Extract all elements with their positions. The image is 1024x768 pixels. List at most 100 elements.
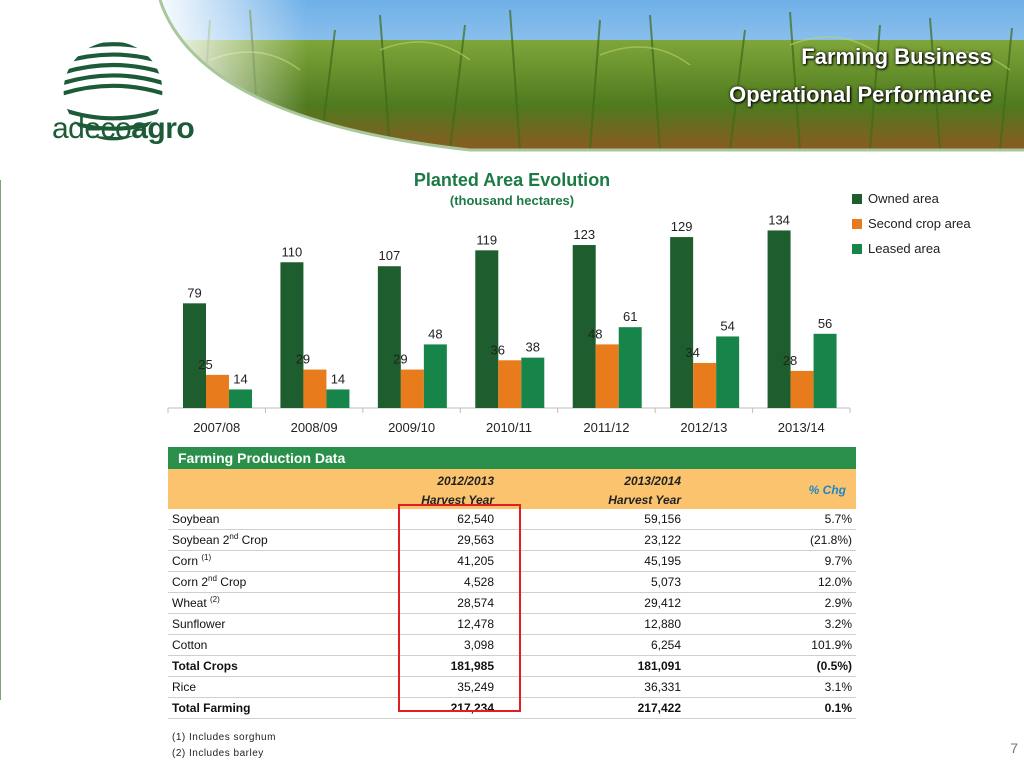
bar-value-label: 48 bbox=[588, 326, 602, 341]
bar bbox=[229, 389, 252, 408]
bar-value-label: 110 bbox=[282, 244, 303, 259]
slide-title-line2: Operational Performance bbox=[729, 82, 992, 107]
legend-label: Second crop area bbox=[868, 216, 971, 231]
slide-title-line1: Farming Business bbox=[801, 44, 992, 69]
bar-value-label: 129 bbox=[671, 219, 693, 234]
row-value-2012-2013: 3,098 bbox=[463, 638, 494, 652]
row-name-superscript: nd bbox=[208, 574, 217, 583]
row-name: Corn 2nd Crop bbox=[172, 572, 246, 593]
bar bbox=[767, 230, 791, 408]
row-pct-change: 0.1% bbox=[824, 701, 852, 715]
row-value-2013-2014: 217,422 bbox=[637, 701, 681, 715]
row-value-2012-2013: 4,528 bbox=[463, 575, 494, 589]
bar bbox=[716, 336, 740, 408]
bar bbox=[521, 357, 545, 408]
footnote-sorghum: (1) Includes sorghum bbox=[172, 732, 276, 743]
banner-background bbox=[0, 0, 1024, 200]
row-value-2012-2013: 28,574 bbox=[457, 596, 494, 610]
page-number: 7 bbox=[1010, 740, 1018, 756]
x-tick-label: 2008/09 bbox=[291, 420, 338, 435]
row-name: Total Crops bbox=[172, 656, 238, 677]
chart-title: Planted Area Evolution bbox=[413, 170, 611, 190]
row-pct-change: 3.2% bbox=[824, 617, 852, 631]
row-name-text: Soybean 2 bbox=[172, 533, 230, 547]
row-value-2012-2013: 29,563 bbox=[457, 533, 494, 547]
legend-item-leased: Leased area bbox=[852, 236, 971, 261]
row-name: Soybean bbox=[172, 509, 219, 530]
x-tick-label: 2011/12 bbox=[583, 420, 629, 435]
row-value-2013-2014: 29,412 bbox=[644, 596, 681, 610]
chart-legend: Owned area Second crop area Leased area bbox=[852, 186, 971, 261]
bar-value-label: 134 bbox=[768, 212, 790, 227]
bar-value-label: 119 bbox=[476, 232, 497, 247]
row-pct-change: (0.5%) bbox=[816, 659, 852, 673]
row-value-2013-2014: 12,880 bbox=[644, 617, 681, 631]
legend-label: Owned area bbox=[868, 191, 939, 206]
header-col1-label: Harvest Year bbox=[421, 493, 494, 507]
table-row: Soybean 2nd Crop 29,563 23,122 (21.8%) bbox=[168, 530, 856, 551]
row-pct-change: 3.1% bbox=[824, 680, 852, 694]
row-pct-change: 9.7% bbox=[824, 554, 852, 568]
header-banner: adecoagro Farming Business Operational P… bbox=[0, 0, 1024, 200]
bar bbox=[280, 262, 304, 408]
bar-value-label: 36 bbox=[491, 342, 505, 357]
bar bbox=[693, 362, 717, 408]
bar bbox=[377, 266, 401, 408]
row-name-superscript: (2) bbox=[210, 595, 220, 604]
bar bbox=[303, 369, 327, 408]
bar-value-label: 48 bbox=[428, 326, 442, 341]
bar bbox=[206, 374, 229, 408]
bar-value-label: 14 bbox=[233, 371, 247, 386]
highlight-box bbox=[398, 504, 521, 712]
bar-value-label: 56 bbox=[818, 316, 832, 331]
bar bbox=[475, 250, 499, 408]
row-name-text: Soybean bbox=[172, 512, 220, 526]
adecoagro-logo-icon bbox=[63, 42, 163, 141]
bar-value-label: 54 bbox=[720, 318, 734, 333]
row-pct-change: 12.0% bbox=[817, 575, 852, 589]
bar-value-label: 14 bbox=[331, 371, 345, 386]
legend-swatch bbox=[852, 218, 862, 229]
bar bbox=[813, 333, 837, 408]
row-value-2013-2014: 59,156 bbox=[644, 512, 681, 526]
left-divider bbox=[0, 180, 1, 700]
row-pct-change: 101.9% bbox=[811, 638, 852, 652]
footnote-barley: (2) Includes barley bbox=[172, 748, 264, 759]
chart-subtitle: (thousand hectares) bbox=[449, 193, 575, 208]
header-pct-change: % Chg bbox=[808, 483, 846, 497]
brand-wordmark: adecoagro bbox=[52, 112, 195, 145]
bar bbox=[400, 369, 424, 408]
row-value-2013-2014: 181,091 bbox=[637, 659, 681, 673]
x-tick-label: 2007/08 bbox=[193, 420, 240, 435]
bar-value-label: 29 bbox=[393, 352, 407, 367]
table-row: Corn (1) 41,205 45,195 9.7% bbox=[168, 551, 856, 572]
bar-value-label: 107 bbox=[379, 248, 401, 263]
legend-label: Leased area bbox=[868, 241, 941, 256]
table-row: Corn 2nd Crop 4,528 5,073 12.0% bbox=[168, 572, 856, 593]
x-tick-label: 2013/14 bbox=[778, 420, 825, 435]
row-name-text: Sunflower bbox=[172, 617, 226, 631]
row-value-2013-2014: 23,122 bbox=[644, 533, 681, 547]
row-name: Soybean 2nd Crop bbox=[172, 530, 268, 551]
bar-value-label: 25 bbox=[198, 357, 212, 372]
row-name-text: Corn bbox=[172, 554, 202, 568]
x-tick-label: 2010/11 bbox=[486, 420, 532, 435]
table-body: Soybean 62,540 59,156 5.7% Soybean 2nd Crop 2… bbox=[168, 509, 856, 719]
row-pct-change: 2.9% bbox=[824, 596, 852, 610]
header-col2-label: Harvest Year bbox=[608, 493, 681, 507]
row-value-2012-2013: 62,540 bbox=[457, 512, 494, 526]
row-name: Total Farming bbox=[172, 698, 250, 719]
row-name-superscript: nd bbox=[229, 532, 239, 541]
row-value-2012-2013: 41,205 bbox=[457, 554, 494, 568]
header-col1-year: 2012/2013 bbox=[437, 474, 494, 488]
row-value-2013-2014: 36,331 bbox=[644, 680, 681, 694]
row-name-text: Cotton bbox=[172, 638, 208, 652]
bar-value-label: 28 bbox=[783, 353, 797, 368]
row-name: Wheat (2) bbox=[172, 593, 220, 614]
row-name-text: Total Farming bbox=[172, 701, 251, 715]
row-name-suffix: Crop bbox=[216, 575, 247, 589]
table-row: Total Crops 181,985 181,091 (0.5%) bbox=[168, 656, 856, 677]
legend-item-owned: Owned area bbox=[852, 186, 971, 211]
bar bbox=[618, 327, 642, 408]
row-value-2013-2014: 5,073 bbox=[650, 575, 681, 589]
